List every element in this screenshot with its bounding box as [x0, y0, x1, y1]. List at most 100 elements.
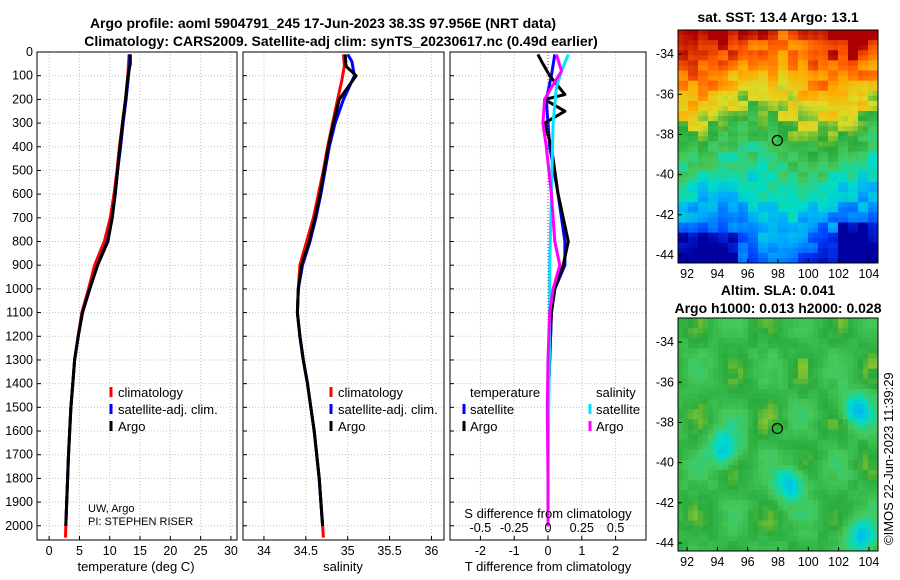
heatmap-cell	[688, 105, 694, 112]
heatmap-cell	[758, 545, 764, 551]
heatmap-cell	[838, 444, 844, 451]
heatmap-cell	[828, 121, 834, 127]
heatmap-cell	[828, 540, 834, 547]
heatmap-cell	[778, 388, 784, 395]
heatmap-cell	[683, 348, 689, 355]
heatmap-cell	[798, 480, 804, 486]
heatmap-cell	[783, 181, 789, 188]
heatmap-cell	[778, 530, 784, 537]
heatmap-cell	[808, 495, 814, 501]
heatmap-cell	[873, 80, 878, 87]
heatmap-cell	[678, 328, 684, 334]
heatmap-cell	[748, 232, 754, 239]
heatmap-cell	[698, 217, 704, 224]
heatmap-cell	[678, 111, 684, 117]
heatmap-cell	[733, 252, 739, 259]
heatmap-cell	[683, 90, 689, 97]
heatmap-cell	[803, 540, 809, 547]
heatmap-cell	[838, 171, 844, 178]
heatmap-cell	[758, 30, 764, 36]
x-tick-label: 98	[771, 267, 785, 281]
heatmap-cell	[833, 35, 839, 41]
heatmap-cell	[778, 156, 784, 163]
heatmap-cell	[873, 469, 878, 476]
heatmap-cell	[828, 495, 834, 501]
heatmap-cell	[838, 166, 844, 173]
heatmap-cell	[863, 464, 869, 471]
heatmap-cell	[743, 424, 749, 431]
heatmap-cell	[798, 318, 804, 324]
heatmap-cell	[873, 121, 878, 127]
heatmap-cell	[688, 449, 694, 456]
heatmap-cell	[808, 368, 814, 375]
heatmap-cell	[698, 464, 704, 471]
heatmap-cell	[853, 404, 859, 410]
heatmap-cell	[778, 495, 784, 501]
heatmap-cell	[678, 126, 684, 132]
heatmap-cell	[768, 55, 774, 61]
heatmap-cell	[823, 176, 829, 183]
heatmap-cell	[753, 70, 759, 77]
heatmap-cell	[698, 202, 704, 208]
heatmap-cell	[863, 409, 869, 415]
heatmap-cell	[863, 35, 869, 41]
heatmap-cell	[773, 480, 779, 486]
heatmap-cell	[798, 378, 804, 385]
heatmap-cell	[823, 217, 829, 224]
heatmap-cell	[698, 111, 704, 117]
heatmap-cell	[748, 404, 754, 410]
heatmap-cell	[683, 318, 689, 324]
heatmap-cell	[863, 222, 869, 229]
heatmap-cell	[798, 540, 804, 547]
heatmap-cell	[833, 490, 839, 496]
heatmap-cell	[808, 105, 814, 112]
heatmap-cell	[728, 50, 734, 56]
heatmap-cell	[803, 388, 809, 395]
heatmap-cell	[693, 100, 699, 107]
heatmap-cell	[798, 464, 804, 471]
heatmap-cell	[688, 368, 694, 375]
heatmap-cell	[798, 475, 804, 481]
heatmap-cell	[808, 166, 814, 173]
heatmap-cell	[778, 207, 784, 213]
heatmap-cell	[793, 378, 799, 385]
heatmap-cell	[848, 242, 854, 249]
heatmap-cell	[823, 116, 829, 122]
heatmap-cell	[728, 525, 734, 532]
heatmap-cell	[853, 252, 859, 259]
heatmap-cell	[813, 545, 819, 551]
heatmap-cell	[843, 75, 849, 82]
heatmap-cell	[698, 419, 704, 425]
heatmap-cell	[708, 480, 714, 486]
heatmap-cell	[758, 176, 764, 183]
heatmap-cell	[783, 156, 789, 163]
heatmap-cell	[688, 187, 694, 193]
heatmap-cell	[818, 444, 824, 451]
heatmap-cell	[868, 419, 874, 425]
heatmap-cell	[823, 227, 829, 234]
heatmap-cell	[718, 490, 724, 496]
heatmap-cell	[868, 454, 874, 461]
heatmap-cell	[863, 515, 869, 522]
heatmap-cell	[788, 414, 794, 420]
heatmap-cell	[733, 378, 739, 385]
heatmap-cell	[788, 520, 794, 527]
heatmap-cell	[863, 520, 869, 527]
heatmap-cell	[683, 363, 689, 370]
heatmap-cell	[753, 75, 759, 82]
heatmap-cell	[798, 70, 804, 77]
heatmap-cell	[683, 449, 689, 456]
heatmap-cell	[843, 166, 849, 173]
heatmap-cell	[853, 35, 859, 41]
attribution-line2: PI: STEPHEN RISER	[88, 516, 193, 528]
heatmap-cell	[778, 424, 784, 431]
heatmap-cell	[688, 419, 694, 425]
heatmap-cell	[683, 156, 689, 163]
heatmap-cell	[733, 318, 739, 324]
heatmap-cell	[798, 232, 804, 239]
heatmap-cell	[753, 495, 759, 501]
heatmap-cell	[848, 378, 854, 385]
heatmap-cell	[678, 55, 684, 61]
heatmap-cell	[703, 383, 709, 390]
heatmap-cell	[833, 515, 839, 522]
